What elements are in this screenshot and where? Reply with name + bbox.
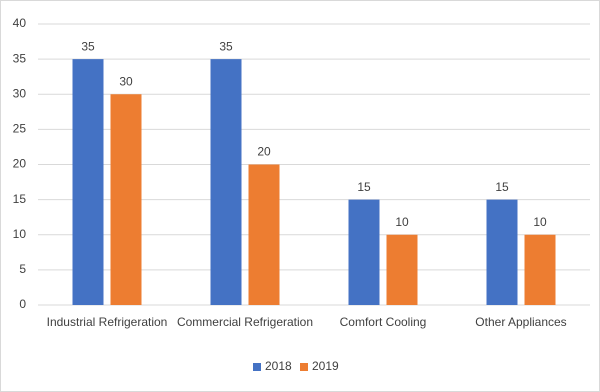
bar	[110, 94, 142, 305]
y-tick-label: 20	[13, 157, 27, 171]
x-tick-label: Commercial Refrigeration	[177, 315, 313, 329]
y-tick-label: 10	[13, 227, 27, 241]
bar	[486, 199, 518, 305]
data-label: 15	[495, 180, 509, 194]
y-tick-label: 15	[13, 192, 27, 206]
y-tick-label: 0	[19, 297, 26, 311]
bar	[210, 59, 242, 305]
bar	[386, 234, 418, 305]
x-tick-label: Comfort Cooling	[340, 315, 427, 329]
legend-swatch	[253, 363, 261, 371]
data-label: 20	[257, 145, 271, 159]
y-tick-label: 30	[13, 86, 27, 100]
data-label: 10	[395, 215, 409, 229]
legend-swatch	[300, 363, 308, 371]
data-label: 35	[81, 39, 95, 53]
x-tick-label: Other Appliances	[475, 315, 566, 329]
bar	[72, 59, 104, 305]
data-label: 15	[357, 180, 371, 194]
bar	[348, 199, 380, 305]
bar	[524, 234, 556, 305]
x-tick-label: Industrial Refrigeration	[47, 315, 168, 329]
data-label: 35	[219, 39, 233, 53]
bar	[248, 164, 280, 305]
y-tick-label: 5	[19, 262, 26, 276]
y-tick-label: 40	[13, 16, 27, 30]
legend-label: 2018	[265, 359, 292, 373]
y-tick-label: 25	[13, 122, 27, 136]
y-tick-label: 35	[13, 51, 27, 65]
legend-label: 2019	[312, 359, 339, 373]
data-label: 10	[533, 215, 547, 229]
data-label: 30	[119, 74, 133, 88]
